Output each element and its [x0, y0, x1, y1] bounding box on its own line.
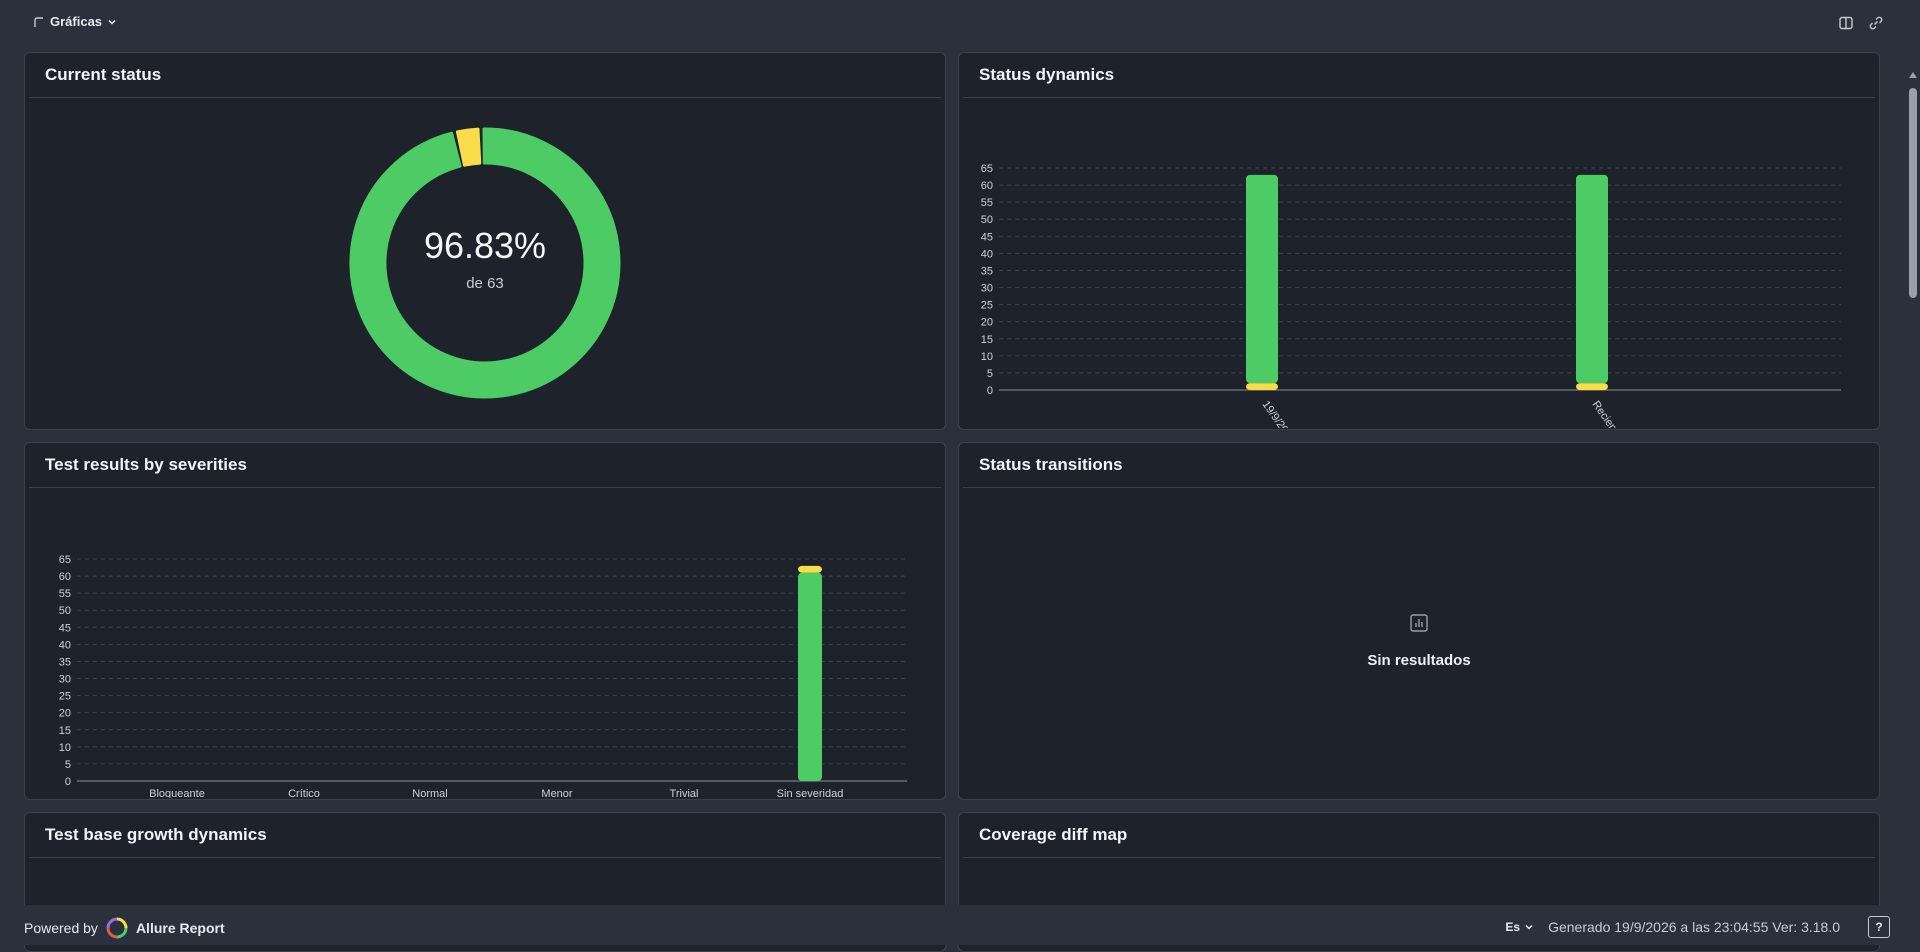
y-tick-label: 5	[65, 759, 71, 771]
bar-segment[interactable]	[1576, 383, 1608, 390]
chevron-down-icon	[1525, 924, 1533, 930]
scroll-thumb[interactable]	[1909, 88, 1917, 298]
bar-segment[interactable]	[1246, 383, 1278, 390]
scroll-up-arrow[interactable]	[1909, 72, 1917, 78]
x-tick-label: Sin severidad	[777, 788, 844, 798]
x-tick-label: Reciente	[1590, 399, 1625, 428]
bar-segment[interactable]	[1246, 174, 1278, 384]
y-tick-label: 25	[981, 300, 993, 312]
y-tick-label: 55	[981, 197, 993, 209]
scrollbar[interactable]	[1906, 52, 1920, 912]
current-status-card: Current status 96.83% de 63	[24, 52, 946, 430]
y-tick-label: 10	[59, 742, 71, 754]
link-icon[interactable]	[1868, 15, 1884, 31]
card-title: Status transitions	[963, 443, 1875, 488]
charts-dropdown-label: Gráficas	[50, 14, 103, 29]
y-tick-label: 15	[59, 725, 71, 737]
y-tick-label: 40	[59, 639, 71, 651]
donut-slice-broken[interactable]	[455, 127, 482, 167]
y-tick-label: 5	[987, 368, 993, 380]
y-tick-label: 50	[981, 214, 993, 226]
y-tick-label: 35	[59, 656, 71, 668]
status-dynamics-chart: 0 5 10 15 20 25 30 35 40 45 50 55 60 65 19/9/2026 Recie…	[981, 163, 1841, 428]
generated-info: Generado 19/9/2026 a las 23:04:55 Ver: 3…	[1548, 919, 1840, 935]
card-title: Status dynamics	[963, 53, 1875, 98]
x-tick-label: Trivial	[670, 788, 699, 798]
powered-by-text: Powered by	[24, 920, 98, 936]
status-dynamics-card: Status dynamics 0 5 10 15 20 25 30 35 40 45 50 55 60…	[958, 52, 1880, 430]
charts-dropdown[interactable]: Gráficas	[33, 14, 117, 29]
y-tick-label: 55	[59, 588, 71, 600]
help-button[interactable]: ?	[1868, 916, 1890, 938]
x-tick-label: Menor	[541, 788, 573, 798]
status-transitions-card: Status transitions Sin resultados	[958, 442, 1880, 800]
y-tick-label: 40	[981, 248, 993, 260]
y-tick-label: 60	[59, 571, 71, 583]
language-selector[interactable]: Es	[1505, 920, 1534, 934]
x-tick-label: Bloqueante	[149, 788, 205, 798]
y-tick-label: 20	[981, 317, 993, 329]
severities-card: Test results by severities 0 5 10 15 20 25 30 3…	[24, 442, 946, 800]
y-tick-label: 15	[981, 334, 993, 346]
split-view-icon[interactable]	[1838, 15, 1854, 31]
donut-subtitle: de 63	[466, 275, 504, 292]
card-title: Coverage diff map	[963, 813, 1875, 858]
x-tick-label: Crítico	[288, 788, 320, 798]
card-title: Current status	[29, 53, 941, 98]
bar-segment[interactable]	[798, 565, 822, 573]
donut-slice-passed[interactable]	[349, 127, 621, 399]
bar-segment[interactable]	[798, 572, 822, 781]
empty-state: Sin resultados	[959, 613, 1879, 669]
language-label: Es	[1505, 920, 1521, 934]
y-tick-label: 25	[59, 691, 71, 703]
empty-state-text: Sin resultados	[1367, 652, 1471, 669]
y-tick-label: 0	[987, 385, 993, 397]
y-tick-label: 60	[981, 180, 993, 192]
brand-name[interactable]: Allure Report	[135, 920, 225, 936]
x-tick-label: 19/9/2026	[1260, 399, 1298, 428]
y-tick-label: 10	[981, 351, 993, 363]
y-tick-label: 30	[59, 674, 71, 686]
current-status-donut: 96.83% de 63	[349, 127, 621, 399]
x-tick-label: Normal	[412, 788, 447, 798]
card-title: Test base growth dynamics	[29, 813, 941, 858]
y-tick-label: 30	[981, 283, 993, 295]
footer: Powered by Allure Report Es Generado 19/…	[0, 905, 1920, 945]
allure-logo-icon	[106, 917, 128, 939]
y-tick-label: 65	[981, 163, 993, 175]
y-tick-label: 0	[65, 776, 71, 788]
y-tick-label: 50	[59, 605, 71, 617]
y-tick-label: 45	[981, 231, 993, 243]
top-bar: Gráficas	[0, 0, 1920, 46]
y-tick-label: 20	[59, 708, 71, 720]
card-title: Test results by severities	[29, 443, 941, 488]
chevron-down-icon	[108, 19, 116, 25]
chart-section-icon	[34, 16, 43, 27]
donut-percent: 96.83%	[424, 225, 546, 266]
y-tick-label: 65	[59, 554, 71, 566]
y-tick-label: 35	[981, 265, 993, 277]
chart-icon	[1410, 614, 1428, 632]
bar-segment[interactable]	[1576, 174, 1608, 384]
severities-chart: 0 5 10 15 20 25 30 35 40 45 50 55 60 65 Bloqueante Crít…	[59, 554, 907, 798]
y-tick-label: 45	[59, 622, 71, 634]
